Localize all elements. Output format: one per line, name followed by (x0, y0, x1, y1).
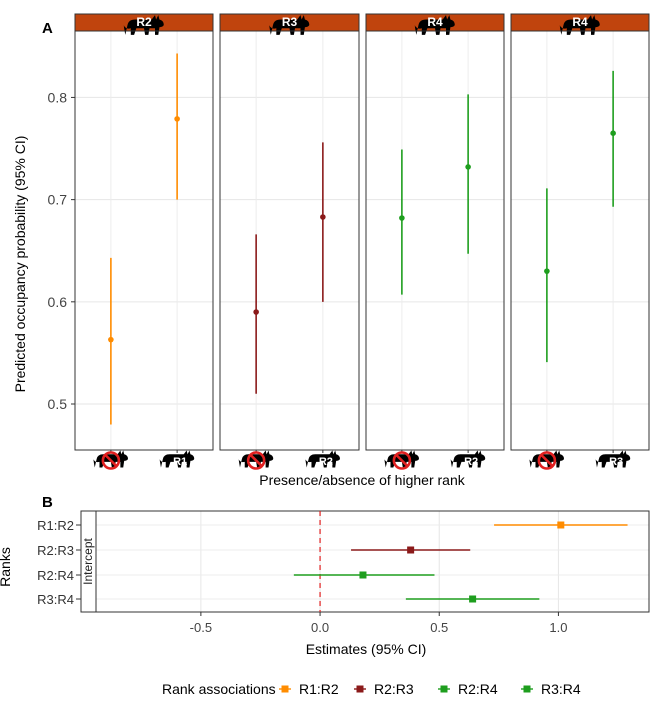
panel-b-plot: Intercept R1:R2 R2:R3 R2:R4 R3:R4 -0.5 0.0 0.5 1… (37, 510, 650, 635)
x-tick-label: 0.5 (430, 620, 448, 635)
panel-b-frame (95, 510, 650, 613)
legend-key (356, 685, 364, 693)
point (174, 116, 180, 122)
legend-title: Rank associations (162, 681, 276, 697)
legend-label: R1:R2 (299, 681, 339, 697)
y-tick-label: 0.5 (48, 396, 68, 412)
panel-a-facets: R2 R1 R3 R2 R4 R2 R4 R3 (74, 13, 650, 470)
point (557, 521, 565, 529)
x-tick-label: -0.5 (190, 620, 212, 635)
facet-strip-label: R4 (572, 15, 588, 29)
x-tick-label: R2 (319, 456, 333, 468)
facet-frame (219, 30, 360, 451)
legend-key (281, 685, 289, 693)
y-tick-label: R2:R4 (37, 568, 74, 583)
legend-key (523, 685, 531, 693)
point (469, 595, 477, 603)
facet-1: R2 R1 (74, 13, 214, 470)
facet-strip-label: R3 (282, 15, 298, 29)
point (610, 130, 616, 136)
x-tick-label: R2 (464, 456, 478, 468)
panel-a-ylabel: Predicted occupancy probability (95% CI) (12, 136, 28, 393)
legend-label: R3:R4 (541, 681, 581, 697)
point (407, 546, 415, 554)
facet-strip-label: R2 (136, 15, 152, 29)
panel-a-y-axis: 0.5 0.6 0.7 0.8 (48, 89, 75, 412)
y-tick-label: R1:R2 (37, 518, 74, 533)
y-tick-label: 0.7 (48, 192, 68, 208)
facet-4: R4 R3 (510, 13, 650, 470)
panel-b-label: B (42, 494, 53, 511)
panel-a-label: A (42, 20, 53, 37)
point (544, 268, 550, 274)
point (399, 215, 405, 221)
point (253, 309, 259, 315)
panel-b-ylabel: Ranks (0, 547, 13, 587)
panel-b-xlabel: Estimates (95% CI) (306, 641, 427, 657)
legend-label: R2:R4 (458, 681, 498, 697)
x-tick-label: 1.0 (549, 620, 567, 635)
y-tick-label: 0.8 (48, 89, 68, 105)
point (320, 214, 326, 220)
facet-frame (510, 30, 650, 451)
point (359, 571, 367, 579)
point (465, 164, 471, 170)
y-tick-label: R3:R4 (37, 592, 74, 607)
legend-key (440, 685, 448, 693)
facet-frame (365, 30, 505, 451)
y-tick-label: 0.6 (48, 294, 68, 310)
facet-strip-intercept (80, 510, 97, 613)
legend: Rank associations R1:R2 R2:R3 R2:R4 R3:R4 (162, 681, 581, 697)
facet-3: R4 R2 (365, 13, 505, 470)
panel-a-xlabel: Presence/absence of higher rank (259, 472, 465, 488)
legend-label: R2:R3 (374, 681, 414, 697)
point (108, 336, 114, 343)
x-tick-label: R3 (609, 456, 623, 468)
facet-strip-label: Intercept (81, 537, 95, 584)
y-tick-label: R2:R3 (37, 543, 74, 558)
x-tick-label: R1 (173, 456, 187, 468)
facet-strip-label: R4 (427, 15, 443, 29)
x-tick-label: 0.0 (311, 620, 329, 635)
facet-2: R3 R2 (219, 13, 360, 470)
facet-frame (74, 30, 214, 451)
